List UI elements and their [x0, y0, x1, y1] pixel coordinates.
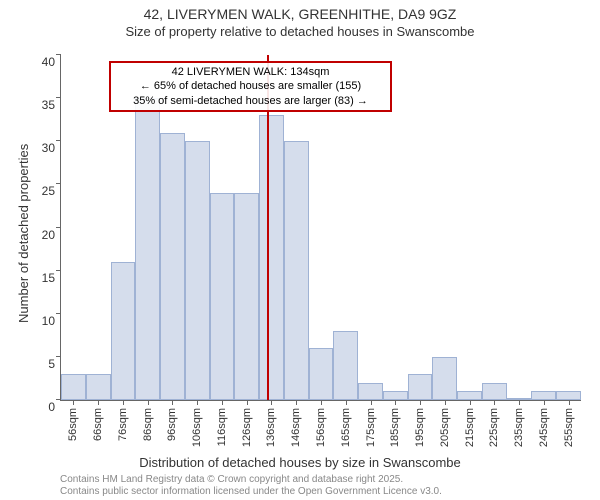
histogram-bar — [61, 374, 86, 400]
x-tick-label: 96sqm — [166, 408, 178, 441]
x-tick-mark — [445, 400, 446, 405]
histogram-bar — [309, 348, 334, 400]
histogram-bar — [111, 262, 136, 400]
y-tick-label: 25 — [42, 184, 61, 198]
plot-area: 051015202530354056sqm66sqm76sqm86sqm96sq… — [60, 55, 581, 401]
histogram-bar — [457, 391, 482, 400]
histogram-bar — [259, 115, 284, 400]
x-tick-label: 126sqm — [241, 408, 253, 447]
histogram-bar — [556, 391, 581, 400]
x-tick-label: 185sqm — [389, 408, 401, 447]
x-tick-mark — [470, 400, 471, 405]
x-tick-mark — [197, 400, 198, 405]
chart-title: 42, LIVERYMEN WALK, GREENHITHE, DA9 9GZ — [0, 6, 600, 22]
attribution-line-1: Contains HM Land Registry data © Crown c… — [60, 474, 403, 485]
x-tick-mark — [346, 400, 347, 405]
y-tick-label: 10 — [42, 314, 61, 328]
x-tick-label: 106sqm — [191, 408, 203, 447]
x-tick-mark — [98, 400, 99, 405]
x-tick-label: 136sqm — [265, 408, 277, 447]
attribution-line-2: Contains public sector information licen… — [60, 486, 442, 497]
x-tick-mark — [123, 400, 124, 405]
y-tick-mark — [56, 270, 61, 271]
y-tick-label: 20 — [42, 228, 61, 242]
y-tick-mark — [56, 183, 61, 184]
histogram-bar — [432, 357, 457, 400]
x-tick-mark — [544, 400, 545, 405]
x-tick-label: 255sqm — [563, 408, 575, 447]
histogram-bar — [160, 133, 185, 400]
histogram-bar — [358, 383, 383, 400]
x-tick-label: 146sqm — [290, 408, 302, 447]
histogram-bar — [333, 331, 358, 400]
x-tick-mark — [222, 400, 223, 405]
histogram-bar — [135, 98, 160, 400]
histogram-bar — [383, 391, 408, 400]
x-tick-label: 56sqm — [67, 408, 79, 441]
y-tick-label: 30 — [42, 141, 61, 155]
histogram-bar — [210, 193, 235, 400]
y-tick-label: 35 — [42, 98, 61, 112]
x-tick-mark — [395, 400, 396, 405]
chart-subtitle: Size of property relative to detached ho… — [0, 24, 600, 39]
x-tick-label: 156sqm — [315, 408, 327, 447]
histogram-bar — [482, 383, 507, 400]
histogram-bar — [86, 374, 111, 400]
y-tick-mark — [56, 54, 61, 55]
x-tick-label: 205sqm — [439, 408, 451, 447]
x-tick-mark — [420, 400, 421, 405]
annotation-line: 35% of semi-detached houses are larger (… — [117, 94, 384, 108]
x-tick-mark — [148, 400, 149, 405]
histogram-bar — [234, 193, 259, 400]
x-tick-mark — [569, 400, 570, 405]
x-tick-label: 76sqm — [117, 408, 129, 441]
y-tick-label: 40 — [42, 55, 61, 69]
histogram-bar — [531, 391, 556, 400]
y-tick-mark — [56, 140, 61, 141]
histogram-bar — [185, 141, 210, 400]
x-tick-label: 245sqm — [538, 408, 550, 447]
x-tick-mark — [247, 400, 248, 405]
x-tick-label: 235sqm — [513, 408, 525, 447]
x-tick-mark — [371, 400, 372, 405]
x-axis-label: Distribution of detached houses by size … — [0, 455, 600, 470]
annotation-line: 42 LIVERYMEN WALK: 134sqm — [117, 65, 384, 79]
x-tick-label: 116sqm — [216, 408, 228, 446]
annotation-line: ← 65% of detached houses are smaller (15… — [117, 79, 384, 93]
x-tick-mark — [321, 400, 322, 405]
y-tick-label: 15 — [42, 271, 61, 285]
x-tick-mark — [172, 400, 173, 405]
x-tick-mark — [271, 400, 272, 405]
x-tick-label: 165sqm — [340, 408, 352, 447]
y-tick-mark — [56, 227, 61, 228]
x-tick-mark — [73, 400, 74, 405]
x-tick-label: 86sqm — [142, 408, 154, 441]
histogram-bar — [284, 141, 309, 400]
x-tick-mark — [519, 400, 520, 405]
histogram-bar — [408, 374, 433, 400]
annotation-box: 42 LIVERYMEN WALK: 134sqm← 65% of detach… — [109, 61, 392, 112]
x-tick-label: 215sqm — [464, 408, 476, 447]
x-tick-mark — [296, 400, 297, 405]
y-tick-mark — [56, 356, 61, 357]
x-tick-label: 225sqm — [488, 408, 500, 447]
x-tick-label: 195sqm — [414, 408, 426, 447]
y-tick-label: 5 — [48, 357, 61, 371]
x-tick-label: 66sqm — [92, 408, 104, 441]
y-tick-mark — [56, 97, 61, 98]
histogram-chart: 42, LIVERYMEN WALK, GREENHITHE, DA9 9GZ … — [0, 0, 600, 500]
y-tick-mark — [56, 313, 61, 314]
x-tick-mark — [494, 400, 495, 405]
y-axis-label: Number of detached properties — [16, 143, 31, 322]
y-tick-label: 0 — [48, 400, 61, 414]
x-tick-label: 175sqm — [365, 408, 377, 447]
